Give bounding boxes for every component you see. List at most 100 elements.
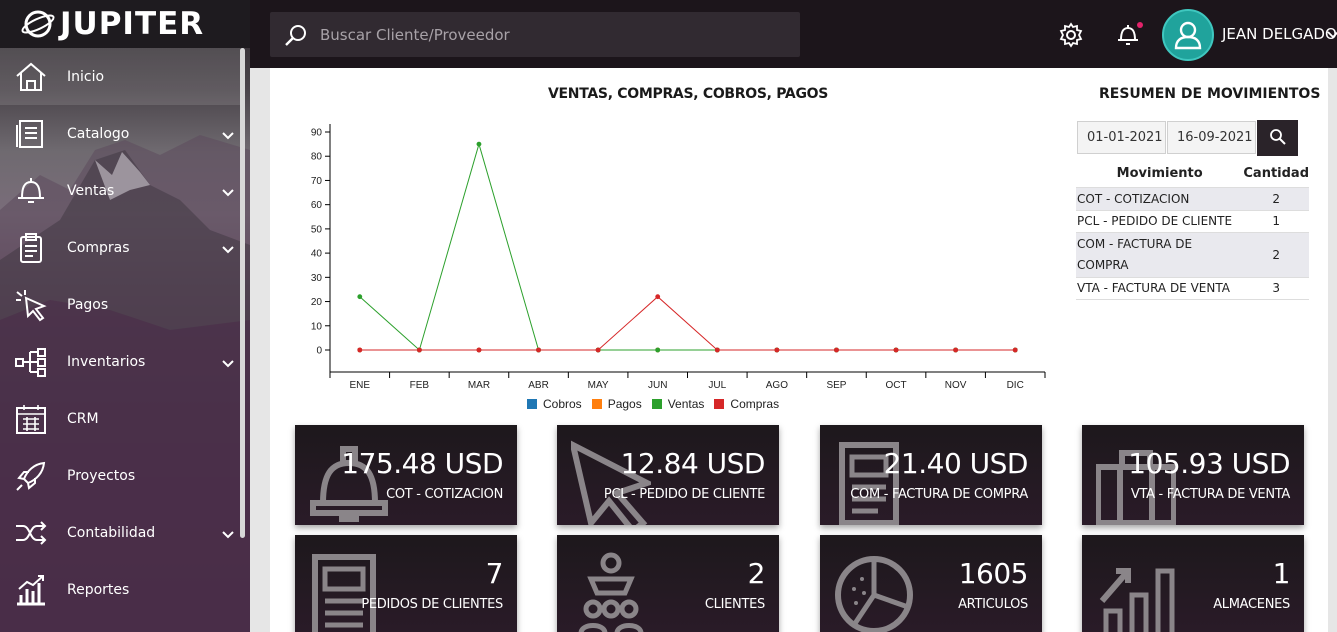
card-clientes[interactable]: 2 CLIENTES	[557, 535, 779, 632]
table-row[interactable]: COM - FACTURA DE COMPRA 2	[1076, 231, 1309, 277]
legend-item[interactable]: Compras	[714, 397, 779, 411]
card-caption: ARTICULOS	[958, 597, 1028, 612]
legend-swatch	[591, 399, 602, 409]
topbar: JEAN DELGADO	[250, 0, 1337, 68]
x-tick-label: OCT	[885, 380, 906, 391]
notification-bell-icon[interactable]	[1115, 22, 1141, 48]
card-caption: COM - FACTURA DE COMPRA	[850, 487, 1028, 502]
mountain-background	[0, 135, 250, 632]
sidebar-item-label: Inventarios	[67, 353, 146, 370]
data-point-compras	[655, 294, 661, 300]
sidebar-item-ventas[interactable]: Ventas	[0, 162, 244, 219]
movement-cell: VTA - FACTURA DE VENTA	[1076, 276, 1244, 300]
content-gutter-right	[1328, 68, 1337, 632]
x-tick-label: NOV	[945, 380, 967, 391]
bell-icon	[18, 178, 44, 203]
chevron-down-icon	[222, 360, 234, 368]
card-pedidos-clientes[interactable]: 7 PEDIDOS DE CLIENTES	[295, 535, 517, 632]
legend-item[interactable]: Ventas	[651, 397, 704, 411]
chevron-down-icon	[222, 246, 234, 254]
data-point-compras	[536, 347, 541, 353]
users-icon	[578, 552, 644, 632]
card-value: 2	[747, 557, 766, 590]
x-tick-label: ABR	[528, 380, 549, 391]
sidebar-scrollbar[interactable]	[240, 48, 245, 538]
sidebar-item-compras[interactable]: Compras	[0, 219, 244, 276]
sidebar-item-pagos[interactable]: Pagos	[0, 276, 244, 333]
y-tick-label: 0	[316, 346, 322, 357]
sidebar-item-inicio[interactable]: Inicio	[0, 48, 244, 105]
card-articulos[interactable]: 1605 ARTICULOS	[820, 535, 1042, 632]
sidebar-item-label: Compras	[67, 239, 130, 256]
chart-legend: Cobros Pagos Ventas Compras	[527, 397, 779, 411]
tree-icon	[15, 348, 46, 377]
date-from-input[interactable]	[1077, 121, 1166, 154]
column-header: Movimiento	[1116, 165, 1203, 181]
movement-cell: COM - FACTURA DE COMPRA	[1076, 231, 1244, 277]
sidebar-item-inventarios[interactable]: Inventarios	[0, 333, 244, 390]
sidebar-item-label: Reportes	[67, 581, 130, 598]
data-point-compras	[774, 347, 780, 353]
table-row[interactable]: VTA - FACTURA DE VENTA 3	[1076, 276, 1309, 300]
data-point-compras	[1012, 347, 1018, 353]
card-factura-compra[interactable]: 21.40 USD COM - FACTURA DE COMPRA	[820, 425, 1042, 525]
card-cotizacion[interactable]: 175.48 USD COT - COTIZACION	[295, 425, 517, 525]
sidebar-item-label: Proyectos	[67, 467, 136, 484]
movement-cell: PCL - PEDIDO DE CLIENTE	[1076, 209, 1244, 232]
card-value: 175.48 USD	[341, 447, 503, 480]
y-tick-label: 40	[311, 249, 323, 260]
date-to-input[interactable]	[1167, 121, 1256, 154]
user-name[interactable]: JEAN DELGADO	[1222, 25, 1337, 43]
sidebar-item-proyectos[interactable]: Proyectos	[0, 447, 244, 504]
column-header: Cantidad	[1243, 165, 1309, 181]
chevron-down-icon	[222, 189, 234, 197]
chevron-down-icon	[222, 132, 234, 140]
gear-icon[interactable]	[1058, 22, 1084, 48]
sidebar-item-label: CRM	[67, 410, 99, 427]
legend-label: Pagos	[607, 397, 642, 411]
y-tick-label: 60	[311, 200, 323, 211]
app-logo[interactable]: JUPITER	[0, 0, 250, 48]
y-tick-label: 50	[311, 224, 323, 235]
x-tick-label: DIC	[1007, 380, 1024, 391]
legend-label: Compras	[730, 397, 780, 411]
catalog-icon	[16, 120, 43, 148]
card-almacenes[interactable]: 1 ALMACENES	[1082, 535, 1304, 632]
sidebar-item-reportes[interactable]: Reportes	[0, 561, 244, 618]
card-value: 105.93 USD	[1128, 447, 1290, 480]
search-input[interactable]	[320, 12, 790, 57]
card-factura-venta[interactable]: 105.93 USD VTA - FACTURA DE VENTA	[1082, 425, 1304, 525]
sidebar-item-crm[interactable]: CRM	[0, 390, 244, 447]
growth-chart-icon	[1099, 568, 1175, 632]
table-row[interactable]: COT - COTIZACION 2	[1076, 186, 1309, 210]
movement-cell: COT - COTIZACION	[1076, 186, 1244, 210]
legend-item[interactable]: Pagos	[591, 397, 642, 411]
sidebar-item-catalogo[interactable]: Catalogo	[0, 105, 244, 162]
data-point-compras	[416, 347, 422, 353]
search-button[interactable]	[1257, 120, 1298, 156]
legend-item[interactable]: Cobros	[527, 397, 582, 411]
x-tick-label: SEP	[826, 380, 846, 391]
card-value: 7	[485, 557, 504, 590]
legend-swatch	[651, 399, 662, 409]
card-pedido-cliente[interactable]: 12.84 USD PCL - PEDIDO DE CLIENTE	[557, 425, 779, 525]
list-document-icon	[312, 554, 376, 632]
search-icon	[285, 25, 306, 46]
series-line-compras	[359, 296, 1016, 351]
sidebar-item-label: Inicio	[67, 68, 105, 85]
calendar-icon	[16, 405, 46, 434]
avatar[interactable]	[1162, 9, 1214, 61]
planet-logo-icon	[21, 10, 55, 38]
chart-title: VENTAS, COMPRAS, COBROS, PAGOS	[548, 86, 829, 102]
search-box[interactable]	[270, 12, 800, 57]
sidebar-item-contabilidad[interactable]: Contabilidad	[0, 504, 244, 561]
app-name: JUPITER	[60, 6, 205, 42]
y-tick-label: 90	[311, 128, 323, 139]
table-header-row: Movimiento Cantidad	[1076, 160, 1309, 187]
document-icon	[839, 442, 899, 525]
chevron-down-icon[interactable]	[1327, 30, 1337, 39]
table-row[interactable]: PCL - PEDIDO DE CLIENTE 1	[1076, 209, 1309, 232]
sidebar-item-label: Contabilidad	[67, 524, 156, 541]
card-caption: VTA - FACTURA DE VENTA	[1130, 487, 1290, 502]
summary-title: RESUMEN DE MOVIMIENTOS	[1099, 86, 1321, 102]
